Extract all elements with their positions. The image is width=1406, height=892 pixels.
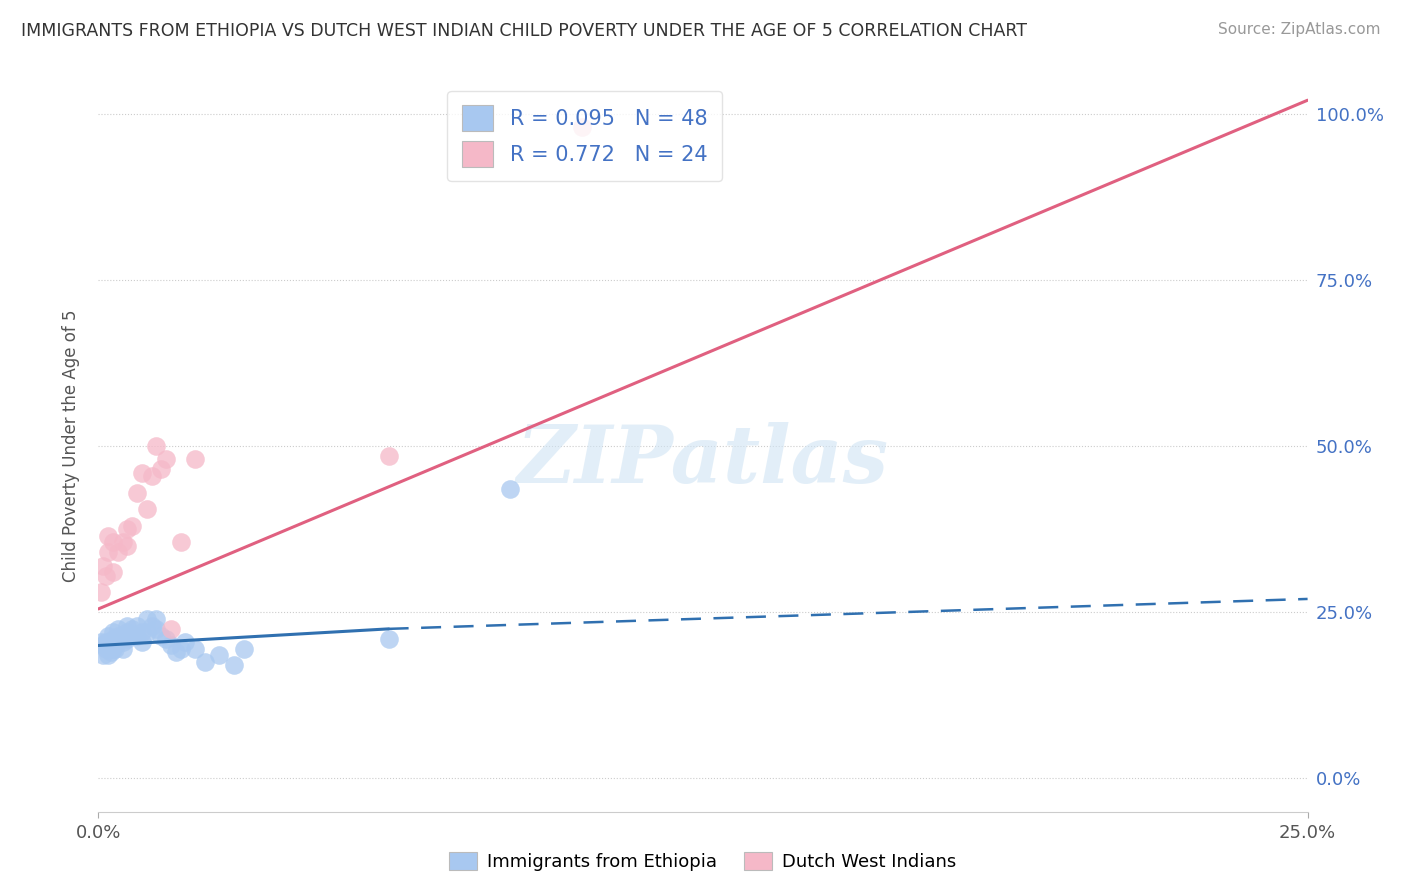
Point bbox=[90, 635, 112, 649]
Point bbox=[155, 452, 177, 467]
Point bbox=[107, 545, 129, 559]
Point bbox=[377, 632, 399, 646]
Legend: Immigrants from Ethiopia, Dutch West Indians: Immigrants from Ethiopia, Dutch West Ind… bbox=[443, 845, 963, 879]
Point bbox=[90, 585, 112, 599]
Point bbox=[150, 462, 173, 476]
Point bbox=[377, 449, 399, 463]
Point bbox=[104, 635, 127, 649]
Point bbox=[127, 628, 149, 642]
Point bbox=[117, 522, 139, 536]
Point bbox=[108, 632, 131, 646]
Point bbox=[97, 648, 120, 663]
Point bbox=[101, 632, 124, 646]
Point bbox=[101, 625, 124, 640]
Point bbox=[117, 539, 139, 553]
Point bbox=[160, 622, 183, 636]
Point bbox=[498, 482, 520, 496]
Point bbox=[135, 625, 157, 640]
Text: ZIPatlas: ZIPatlas bbox=[517, 422, 889, 500]
Point bbox=[111, 628, 134, 642]
Point bbox=[208, 648, 231, 663]
Point bbox=[97, 529, 120, 543]
Point bbox=[91, 648, 114, 663]
Point bbox=[141, 469, 163, 483]
Point bbox=[145, 612, 167, 626]
Point bbox=[117, 632, 139, 646]
Point bbox=[135, 612, 157, 626]
Legend: R = 0.095   N = 48, R = 0.772   N = 24: R = 0.095 N = 48, R = 0.772 N = 24 bbox=[447, 91, 723, 181]
Point bbox=[94, 635, 117, 649]
Point bbox=[107, 628, 129, 642]
Point bbox=[101, 535, 124, 549]
Point bbox=[150, 628, 173, 642]
Y-axis label: Child Poverty Under the Age of 5: Child Poverty Under the Age of 5 bbox=[62, 310, 80, 582]
Point bbox=[160, 639, 183, 653]
Point bbox=[145, 439, 167, 453]
Point bbox=[127, 618, 149, 632]
Point bbox=[97, 545, 120, 559]
Point bbox=[101, 641, 124, 656]
Point bbox=[100, 645, 122, 659]
Point bbox=[121, 622, 143, 636]
Point bbox=[571, 120, 593, 134]
Point bbox=[222, 658, 245, 673]
Point bbox=[131, 466, 153, 480]
Point bbox=[121, 628, 143, 642]
Point bbox=[91, 558, 114, 573]
Point bbox=[94, 568, 117, 582]
Point bbox=[184, 452, 207, 467]
Point bbox=[127, 485, 149, 500]
Point bbox=[107, 622, 129, 636]
Point bbox=[101, 566, 124, 580]
Point bbox=[121, 518, 143, 533]
Point bbox=[232, 641, 254, 656]
Point bbox=[97, 628, 120, 642]
Point bbox=[194, 655, 217, 669]
Point bbox=[111, 635, 134, 649]
Point bbox=[145, 622, 167, 636]
Point bbox=[155, 632, 177, 646]
Point bbox=[117, 625, 139, 640]
Point bbox=[97, 639, 120, 653]
Point bbox=[169, 641, 191, 656]
Point bbox=[131, 635, 153, 649]
Point bbox=[184, 641, 207, 656]
Point bbox=[111, 535, 134, 549]
Point bbox=[165, 645, 187, 659]
Point bbox=[117, 618, 139, 632]
Text: Source: ZipAtlas.com: Source: ZipAtlas.com bbox=[1218, 22, 1381, 37]
Point bbox=[174, 635, 197, 649]
Point bbox=[111, 641, 134, 656]
Point bbox=[135, 502, 157, 516]
Point bbox=[141, 618, 163, 632]
Text: IMMIGRANTS FROM ETHIOPIA VS DUTCH WEST INDIAN CHILD POVERTY UNDER THE AGE OF 5 C: IMMIGRANTS FROM ETHIOPIA VS DUTCH WEST I… bbox=[21, 22, 1028, 40]
Point bbox=[91, 639, 114, 653]
Point bbox=[100, 639, 122, 653]
Point bbox=[94, 641, 117, 656]
Point bbox=[131, 625, 153, 640]
Point bbox=[104, 641, 127, 656]
Point bbox=[169, 535, 191, 549]
